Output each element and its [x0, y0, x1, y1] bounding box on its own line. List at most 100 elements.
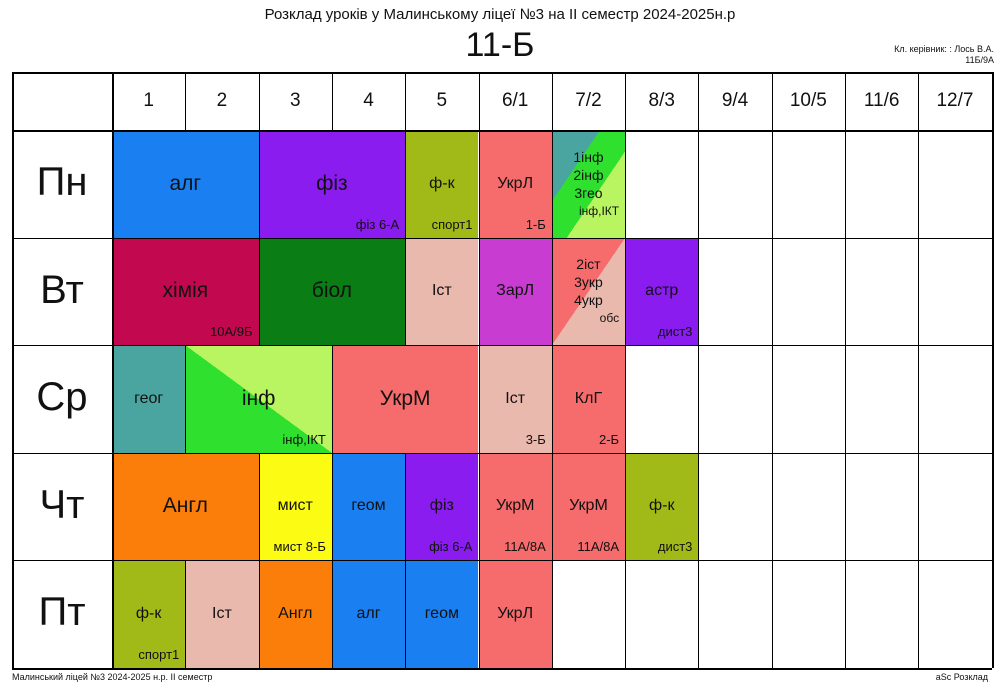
- lesson-subject: ф-к: [648, 497, 675, 515]
- grid-line: [551, 130, 553, 238]
- lesson-subject: Англ: [162, 494, 208, 518]
- grid-line: [625, 72, 627, 130]
- lesson-subject: ЗарЛ: [496, 282, 535, 300]
- grid-line: [551, 452, 553, 560]
- grid-line: [12, 452, 992, 454]
- lesson-room: дист3: [657, 324, 693, 339]
- grid-line: [625, 130, 627, 238]
- lesson-cell[interactable]: УкрМ 11А/8А: [551, 452, 626, 560]
- grid-line: [12, 72, 14, 668]
- lesson-subject: фіз: [316, 171, 348, 195]
- lesson-group: 3укр: [574, 274, 603, 291]
- grid-line: [991, 130, 994, 238]
- day-label: Вт: [40, 267, 84, 312]
- lesson-cell[interactable]: УкрЛ 1-Б: [478, 130, 552, 238]
- lesson-cell[interactable]: ф-к дист3: [625, 452, 699, 560]
- lesson-room: 11А/8А: [577, 539, 620, 554]
- lesson-cell[interactable]: геом: [331, 452, 406, 560]
- grid-line: [625, 560, 627, 668]
- lesson-cell[interactable]: мист мист 8-Б: [258, 452, 332, 560]
- lesson-cell[interactable]: алг: [112, 130, 259, 238]
- lesson-group: 3гео: [574, 184, 603, 201]
- lesson-cell[interactable]: КлГ 2-Б: [551, 345, 626, 453]
- lesson-cell[interactable]: ф-к спорт1: [112, 560, 186, 668]
- grid-line: [331, 345, 333, 453]
- grid-line: [845, 452, 846, 560]
- grid-line: [918, 237, 920, 345]
- lesson-subject: ф-к: [429, 174, 455, 192]
- grid-line: [405, 452, 407, 560]
- lesson-cell[interactable]: геом: [405, 560, 479, 668]
- grid-line: [12, 130, 992, 132]
- grid-line: [845, 345, 846, 453]
- lesson-subject: фіз: [429, 497, 454, 515]
- period-header: 5: [436, 90, 448, 111]
- lesson-cell[interactable]: інф інф,ІКТ: [185, 345, 332, 453]
- grid-line: [845, 560, 846, 668]
- grid-line: [698, 72, 700, 130]
- lesson-groups: 1інф 2інф 3гео інф,ІКТ: [552, 148, 625, 220]
- lesson-room: 1-Б: [525, 216, 546, 232]
- grid-line: [771, 560, 773, 668]
- grid-line: [258, 237, 260, 345]
- lesson-subject: Іст: [505, 389, 526, 407]
- lesson-cell[interactable]: хімія 10А/9Б: [112, 237, 259, 345]
- lesson-cell[interactable]: 2іст 3укр 4укр обс: [551, 237, 626, 345]
- grid-line: [405, 237, 407, 345]
- lesson-subject: КлГ: [574, 389, 603, 407]
- footer-school: Малинський ліцей №3 2024-2025 н.р. ІІ се…: [12, 672, 213, 682]
- day-label: Пн: [36, 160, 88, 204]
- period-header: 7/2: [575, 90, 602, 111]
- lesson-cell[interactable]: алг: [331, 560, 406, 668]
- lesson-cell[interactable]: УкрМ: [331, 345, 479, 453]
- grid-line: [331, 452, 333, 560]
- lesson-cell[interactable]: ЗарЛ: [478, 237, 552, 345]
- lesson-subject: мист: [277, 497, 313, 515]
- grid-line: [331, 72, 333, 130]
- lesson-room: спорт1: [138, 646, 180, 662]
- lesson-groups: 2іст 3укр 4укр обс: [552, 255, 625, 327]
- lesson-cell[interactable]: Іст: [405, 237, 479, 345]
- grid-line: [258, 130, 260, 238]
- grid-line: [478, 560, 480, 668]
- grid-line: [625, 452, 627, 560]
- lesson-cell[interactable]: Англ: [112, 452, 259, 560]
- grid-line: [478, 345, 480, 453]
- lesson-subject: алг: [356, 604, 381, 622]
- lesson-room: фіз 6-А: [355, 216, 400, 232]
- grid-line: [12, 345, 992, 346]
- lesson-cell[interactable]: Англ: [258, 560, 332, 668]
- lesson-cell[interactable]: фіз фіз 6-А: [258, 130, 406, 238]
- grid-line: [991, 452, 994, 560]
- grid-line: [185, 345, 187, 453]
- lesson-subject: хімія: [162, 279, 209, 303]
- grid-line: [551, 560, 553, 668]
- lesson-cell[interactable]: біол: [258, 237, 406, 345]
- period-header: 6/1: [501, 90, 529, 111]
- lesson-cell[interactable]: ф-к спорт1: [405, 130, 479, 238]
- day-label: Ср: [36, 375, 88, 419]
- lesson-subject: геом: [351, 497, 386, 515]
- grid-line: [991, 560, 994, 668]
- grid-line: [991, 72, 994, 130]
- grid-line: [698, 345, 700, 453]
- lesson-cell[interactable]: УкрМ 11А/8А: [478, 452, 552, 560]
- lesson-subject: УкрЛ: [497, 604, 534, 622]
- lesson-cell[interactable]: геог: [112, 345, 186, 453]
- lesson-room: спорт1: [431, 216, 473, 232]
- lesson-cell[interactable]: 1інф 2інф 3гео інф,ІКТ: [551, 130, 626, 238]
- grid-line: [918, 345, 920, 453]
- lesson-cell[interactable]: УкрЛ: [478, 560, 552, 668]
- grid-line: [12, 560, 992, 561]
- period-header: 2: [216, 90, 228, 111]
- lesson-cell[interactable]: Іст: [185, 560, 259, 668]
- lesson-cell[interactable]: Іст 3-Б: [478, 345, 552, 453]
- teacher-info: Кл. керівник: : Лось В.А. 11Б/9А: [894, 44, 994, 66]
- grid-line: [771, 345, 773, 453]
- lesson-cell[interactable]: астр дист3: [625, 237, 699, 345]
- lesson-group: 2іст: [576, 256, 601, 273]
- lesson-cell[interactable]: фіз фіз 6-А: [405, 452, 479, 560]
- teacher-classes: 11Б/9А: [965, 55, 994, 65]
- lesson-room: фіз 6-А: [429, 539, 473, 554]
